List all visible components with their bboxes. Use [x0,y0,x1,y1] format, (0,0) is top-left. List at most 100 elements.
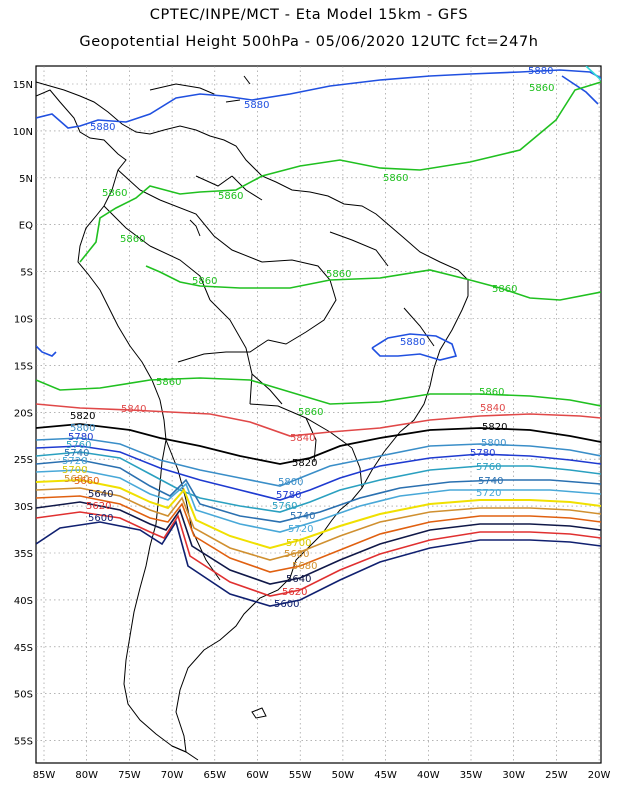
contour-5700 [36,478,601,550]
contour-label: 5780 [68,432,93,443]
chart-title: CPTEC/INPE/MCT - Eta Model 15km - GFS [149,7,469,23]
lat-tick-label: 20S [14,408,33,419]
contour-label: 5860 [102,188,127,199]
contour-label: 5860 [298,407,323,418]
lon-tick-label: 80W [75,770,98,781]
contour-label: 5780 [276,490,301,501]
contour-label: 5840 [121,404,146,415]
lat-tick-label: 35S [14,549,33,560]
lat-tick-label: 15S [14,361,33,372]
lat-tick-label: 40S [14,596,33,607]
contour-labels: 5880 5860 5880 5880 5860 5860 5860 5860 … [62,66,554,610]
contour-5880 [561,75,599,105]
lat-tick-label: 5N [19,174,33,185]
contour-label: 5780 [470,448,495,459]
contour-label: 5680 [284,549,309,560]
contour-label: 5740 [478,476,503,487]
contour-label: 5680 [292,561,317,572]
lon-tick-label: 45W [374,770,397,781]
lat-tick-label: 25S [14,455,33,466]
contour-5880 [36,69,601,129]
lon-tick-label: 55W [289,770,312,781]
coastline [36,75,469,761]
contour-label: 5800 [481,438,506,449]
contour-label: 5860 [156,377,181,388]
contour-5600 [36,520,601,607]
contour-label: 5880 [244,100,269,111]
lon-tick-label: 70W [161,770,184,781]
contour-5860 [36,377,601,407]
contour-5680 [36,487,601,561]
lon-tick-label: 35W [460,770,483,781]
contour-label: 5840 [290,433,315,444]
lon-tick-label: 25W [545,770,568,781]
lat-tick-label: 15N [13,80,33,91]
lon-tick-label: 40W [417,770,440,781]
contour-label: 5700 [286,538,311,549]
contour-label: 5600 [88,513,113,524]
contour-5760 [36,451,601,513]
lat-tick-label: 50S [14,690,33,701]
lat-tick-label: EQ [19,221,33,232]
contour-label: 5880 [400,337,425,348]
contour-5720 [36,469,601,533]
contour-label: 5880 [90,122,115,133]
contour-label: 5720 [62,456,87,467]
contour-label: 5860 [383,173,408,184]
contour-5840 [36,403,601,437]
contour-label: 5760 [272,501,297,512]
contour-label: 5720 [288,524,313,535]
lat-tick-label: 10N [13,127,33,138]
contour-label: 5600 [274,599,299,610]
contour-label: 5860 [326,269,351,280]
longitude-labels: 85W 80W 75W 70W 65W 60W 55W 50W 45W 40W 35W 30W 25W 2… [33,770,611,781]
contour-5820 [36,423,601,465]
contour-5780 [36,445,601,501]
contour-label: 5860 [529,83,554,94]
lon-tick-label: 30W [502,770,525,781]
contour-5620 [36,511,601,597]
lon-tick-label: 60W [246,770,269,781]
lat-tick-label: 10S [14,315,33,326]
contour-label: 5620 [86,501,111,512]
contour-5860 [79,81,601,263]
contour-label: 5760 [66,440,91,451]
contour-label: 5860 [492,284,517,295]
contour-label: 5800 [70,423,95,434]
chart-subtitle: Geopotential Height 500hPa - 05/06/2020 … [79,34,539,50]
lon-tick-label: 85W [33,770,56,781]
contour-label: 5800 [278,477,303,488]
contour-label: 5680 [64,474,89,485]
lat-tick-label: 55S [14,737,33,748]
contour-label: 5640 [286,574,311,585]
contour-label: 5860 [192,276,217,287]
lat-tick-label: 5S [20,268,33,279]
contour-5900 [585,66,601,81]
lon-tick-label: 50W [332,770,355,781]
contour-5880 [371,333,458,361]
gridlines [36,66,601,763]
latitude-labels: 15N 10N 5N EQ 5S 10S 15S 20S 25S 30S 35S 40S 45S 50S 5… [13,80,33,748]
contour-lines [36,66,601,607]
lon-tick-label: 75W [118,770,141,781]
contour-label: 5740 [290,511,315,522]
contour-5880 [36,345,57,357]
contour-5860 [145,265,601,301]
lat-tick-label: 45S [14,643,33,654]
contour-label: 5640 [88,489,113,500]
contour-5740 [36,459,601,523]
contour-5660 [36,495,601,573]
lon-tick-label: 20W [588,770,611,781]
contour-label: 5620 [282,587,307,598]
lon-tick-label: 65W [203,770,226,781]
contour-label: 5880 [528,66,553,77]
contour-label: 5860 [218,191,243,202]
contour-label: 5660 [74,476,99,487]
contour-label: 5740 [64,448,89,459]
contour-label: 5700 [62,465,87,476]
contour-label: 5820 [70,411,95,422]
contour-5800 [36,437,601,487]
contour-label: 5820 [482,422,507,433]
contour-label: 5840 [480,403,505,414]
